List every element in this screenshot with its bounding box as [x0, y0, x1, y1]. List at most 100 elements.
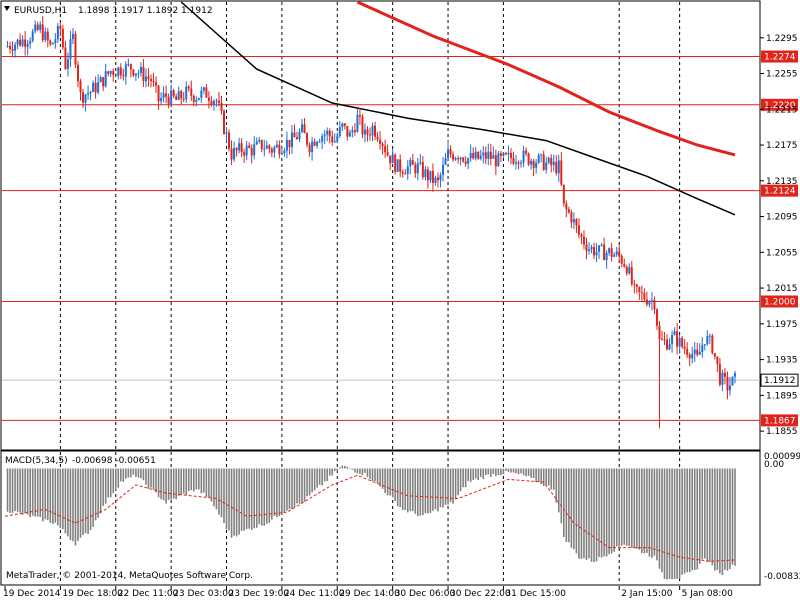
- candle-body: [238, 143, 241, 151]
- candle-body: [610, 248, 613, 257]
- candle: [678, 334, 681, 354]
- candle: [97, 74, 100, 95]
- horizontal-levels[interactable]: 1.2274 1.2220 1.2124 1.2000 1.1867 1.1912: [2, 50, 799, 427]
- macd-histogram-bar: [701, 468, 704, 560]
- level-price-label: 1.2274: [764, 53, 796, 63]
- candle-body: [265, 145, 268, 149]
- macd-histogram-bar: [41, 468, 44, 522]
- macd-histogram-bar: [142, 468, 145, 481]
- candle: [308, 142, 311, 157]
- macd-histogram-bar: [296, 468, 298, 504]
- time-tick-label: 23 Dec 19:00: [229, 589, 290, 599]
- price-tick-label: 1.2015: [766, 284, 798, 294]
- macd-histogram-bar: [396, 468, 399, 507]
- candle-body: [708, 335, 711, 337]
- candle-body: [618, 251, 621, 257]
- candle: [235, 147, 238, 157]
- candle: [79, 78, 82, 101]
- chart-ohlc: 1.1898 1.1917 1.1892 1.1912: [78, 6, 213, 16]
- candle: [411, 153, 414, 165]
- dropdown-arrow-icon[interactable]: [4, 6, 10, 11]
- macd-histogram-bar: [517, 468, 520, 475]
- candle-body: [89, 91, 92, 94]
- candle: [494, 149, 497, 176]
- candle-body: [444, 158, 447, 165]
- macd-histogram-bar: [155, 468, 157, 493]
- candle-body: [535, 162, 538, 168]
- macd-histogram-bar: [550, 468, 553, 490]
- macd-histogram-bar: [429, 468, 432, 513]
- candle-body: [509, 152, 512, 159]
- candle-body: [255, 141, 258, 145]
- macd-histogram-bar: [479, 468, 482, 478]
- candle: [253, 136, 256, 160]
- level-price-tag: [761, 184, 798, 197]
- macd-histogram-bar: [198, 468, 200, 490]
- macd-histogram-bar: [379, 468, 381, 487]
- candle: [44, 27, 47, 43]
- candle-body: [321, 136, 324, 142]
- candle-body: [615, 251, 618, 255]
- candle: [391, 148, 394, 164]
- macd-histogram-bar: [401, 468, 404, 510]
- macd-histogram-bar: [467, 468, 469, 481]
- macd-histogram-bar: [34, 468, 37, 517]
- candle-body: [36, 24, 39, 30]
- macd-histogram-bar: [150, 468, 152, 488]
- candle-body: [582, 236, 585, 245]
- candle: [26, 39, 29, 56]
- time-tick-label: 5 Jan 08:00: [682, 589, 734, 599]
- candle-body: [44, 31, 47, 41]
- macd-histogram-bar: [135, 468, 137, 477]
- candle-body: [46, 31, 49, 41]
- candle-body: [635, 284, 638, 287]
- candle: [34, 20, 37, 34]
- macd-histogram-bar: [442, 468, 444, 508]
- macd-histogram-bar: [235, 468, 238, 537]
- candle-body: [268, 145, 271, 149]
- candle: [474, 147, 477, 161]
- candle-body: [436, 177, 439, 181]
- candle: [248, 142, 251, 149]
- macd-histogram-bar: [167, 468, 170, 500]
- candle-body: [11, 49, 14, 51]
- macd-histogram-bar: [575, 468, 578, 554]
- candle: [507, 145, 510, 162]
- candle: [51, 42, 54, 45]
- candle-body: [713, 353, 716, 357]
- level-price-label: 1.2124: [764, 187, 796, 197]
- macd-histogram-bar: [311, 468, 313, 493]
- candle: [328, 128, 331, 144]
- candle-body: [457, 158, 460, 160]
- candle-body: [132, 69, 135, 76]
- candle-body: [230, 148, 233, 160]
- macd-histogram-bar: [676, 468, 678, 579]
- candle: [318, 138, 321, 143]
- candle-body: [600, 244, 603, 246]
- candle: [182, 91, 185, 103]
- candle-body: [243, 152, 246, 156]
- candle: [728, 376, 731, 396]
- candle: [323, 130, 326, 145]
- candle: [598, 245, 601, 260]
- candle-body: [630, 267, 633, 285]
- candle-body: [134, 73, 137, 76]
- macd-histogram-bar: [72, 468, 74, 542]
- macd-histogram-bar: [137, 468, 140, 478]
- macd-histogram-bar: [487, 468, 490, 475]
- candle-body: [572, 219, 575, 223]
- candle-body: [522, 150, 525, 163]
- macd-histogram-bar: [432, 468, 434, 511]
- macd-histogram-bar: [633, 468, 636, 548]
- candle: [36, 21, 39, 32]
- candle-body: [49, 40, 52, 45]
- candle-body: [9, 45, 12, 50]
- candle: [258, 136, 261, 144]
- macd-histogram-bar: [459, 468, 462, 492]
- candle-body: [336, 136, 339, 142]
- candle-body: [263, 148, 266, 150]
- candle-body: [197, 97, 200, 100]
- vertical-gridlines: [59, 2, 681, 584]
- candle-body: [144, 76, 147, 82]
